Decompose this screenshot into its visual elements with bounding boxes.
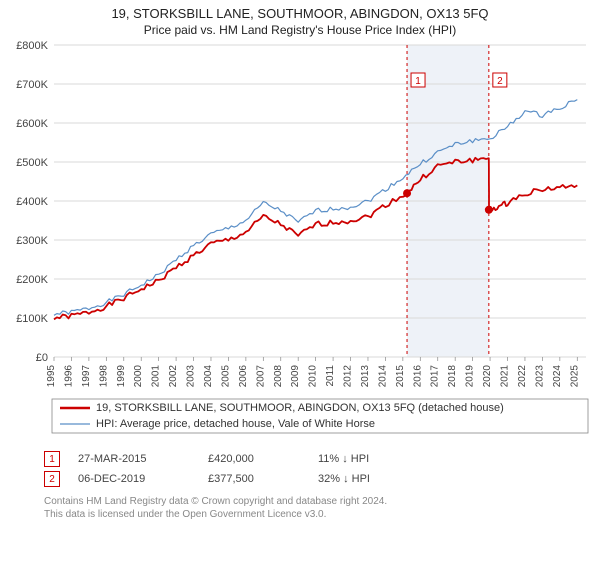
line-chart-svg: £0 £100K £200K £300K £400K £500K £600K £700K £80…: [0, 37, 600, 445]
transaction-marker: 2: [44, 471, 60, 487]
svg-text:£0: £0: [36, 352, 48, 364]
transaction-date: 06-DEC-2019: [78, 473, 208, 485]
title-subtitle: Price paid vs. HM Land Registry's House …: [0, 23, 600, 37]
svg-text:2010: 2010: [308, 365, 319, 388]
svg-text:2007: 2007: [255, 365, 266, 388]
footnote-line-2: This data is licensed under the Open Gov…: [44, 508, 600, 521]
svg-text:2025: 2025: [569, 365, 580, 388]
svg-text:2024: 2024: [552, 365, 563, 388]
svg-text:2000: 2000: [133, 365, 144, 388]
svg-text:2019: 2019: [465, 365, 476, 388]
svg-text:1999: 1999: [116, 365, 127, 388]
svg-text:2005: 2005: [220, 365, 231, 388]
svg-text:1997: 1997: [81, 365, 92, 388]
transactions-table: 1 27-MAR-2015£420,00011% ↓ HPI 2 06-DEC-201…: [44, 449, 600, 489]
svg-text:2014: 2014: [377, 365, 388, 388]
svg-text:2022: 2022: [517, 365, 528, 388]
svg-text:2002: 2002: [168, 365, 179, 388]
svg-text:2006: 2006: [238, 365, 249, 388]
transaction-date: 27-MAR-2015: [78, 453, 208, 465]
svg-text:1995: 1995: [46, 365, 57, 388]
svg-text:2016: 2016: [412, 365, 423, 388]
svg-text:2021: 2021: [500, 365, 511, 388]
svg-text:HPI: Average price, detached h: HPI: Average price, detached house, Vale…: [96, 418, 375, 430]
svg-text:1: 1: [415, 76, 421, 87]
svg-text:19, STORKSBILL LANE, SOUTHMOOR: 19, STORKSBILL LANE, SOUTHMOOR, ABINGDON…: [96, 402, 504, 414]
chart-titles: 19, STORKSBILL LANE, SOUTHMOOR, ABINGDON…: [0, 6, 600, 37]
svg-text:1998: 1998: [98, 365, 109, 388]
svg-text:2020: 2020: [482, 365, 493, 388]
transaction-diff: 11% ↓ HPI: [318, 453, 428, 465]
svg-text:2013: 2013: [360, 365, 371, 388]
transaction-diff: 32% ↓ HPI: [318, 473, 428, 485]
chart-area: £0 £100K £200K £300K £400K £500K £600K £700K £80…: [0, 37, 600, 445]
svg-text:2: 2: [497, 76, 503, 87]
footnote: Contains HM Land Registry data © Crown c…: [44, 495, 600, 521]
svg-text:2011: 2011: [325, 365, 336, 387]
svg-text:2003: 2003: [186, 365, 197, 388]
svg-text:1996: 1996: [63, 365, 74, 388]
transaction-price: £420,000: [208, 453, 318, 465]
svg-text:£200K: £200K: [16, 274, 48, 286]
svg-text:£600K: £600K: [16, 118, 48, 130]
svg-text:£800K: £800K: [16, 40, 48, 52]
svg-text:2012: 2012: [343, 365, 354, 388]
transaction-row: 2 06-DEC-2019£377,50032% ↓ HPI: [44, 469, 600, 489]
svg-text:2015: 2015: [395, 365, 406, 388]
transaction-price: £377,500: [208, 473, 318, 485]
svg-text:2017: 2017: [430, 365, 441, 388]
svg-text:2008: 2008: [273, 365, 284, 388]
svg-text:2018: 2018: [447, 365, 458, 388]
footnote-line-1: Contains HM Land Registry data © Crown c…: [44, 495, 600, 508]
svg-text:£400K: £400K: [16, 196, 48, 208]
svg-text:£700K: £700K: [16, 79, 48, 91]
svg-text:2004: 2004: [203, 365, 214, 388]
transaction-marker: 1: [44, 451, 60, 467]
svg-text:£300K: £300K: [16, 235, 48, 247]
svg-text:2009: 2009: [290, 365, 301, 388]
svg-text:2001: 2001: [151, 365, 162, 388]
svg-text:£500K: £500K: [16, 157, 48, 169]
transaction-row: 1 27-MAR-2015£420,00011% ↓ HPI: [44, 449, 600, 469]
svg-text:£100K: £100K: [16, 313, 48, 325]
title-address: 19, STORKSBILL LANE, SOUTHMOOR, ABINGDON…: [0, 6, 600, 21]
svg-text:2023: 2023: [534, 365, 545, 388]
